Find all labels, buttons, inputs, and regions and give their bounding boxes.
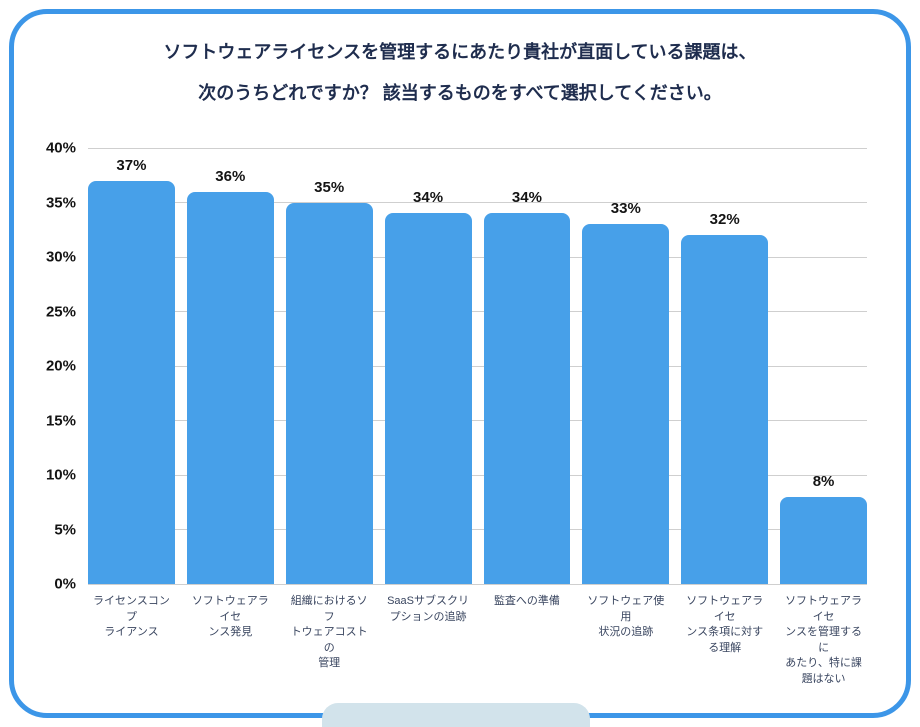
gridline bbox=[88, 147, 867, 149]
y-axis-tick: 25% bbox=[45, 303, 76, 320]
x-axis-label: ソフトウェアライセ ンス条項に対す る理解 bbox=[686, 595, 764, 654]
chart-title: ソフトウェアライセンスを管理するにあたり貴社が直面している課題は、 次のうちどれ… bbox=[40, 32, 880, 114]
y-axis-tick: 0% bbox=[54, 575, 76, 593]
x-axis-label: 組織におけるソフ トウェアコストの 管理 bbox=[290, 595, 368, 670]
x-axis-labels: ライセンスコンプ ライアンス ソフトウェアライセ ンス発見 組織におけるソフ トウェ… bbox=[88, 594, 867, 688]
y-axis-tick: 15% bbox=[45, 412, 76, 429]
bar bbox=[681, 235, 769, 584]
bar bbox=[186, 191, 274, 584]
bars-row: 37% 36% 35% 34% 34% 33% 32% 8% bbox=[88, 148, 867, 584]
y-axis-tick: 10% bbox=[45, 466, 76, 484]
y-axis: 0% 5% 10% 15% 20% 25% 30% 35% 40% bbox=[0, 140, 76, 593]
plot-area: 37% 36% 35% 34% 34% 33% 32% 8% bbox=[88, 147, 867, 585]
bar-slot: 36% bbox=[186, 148, 274, 584]
chart-title-line-1: ソフトウェアライセンスを管理するにあたり貴社が直面している課題は、 bbox=[163, 42, 757, 62]
bar-slot: 34% bbox=[384, 148, 472, 584]
gridline bbox=[88, 474, 867, 476]
y-axis-tick: 20% bbox=[45, 357, 76, 375]
bar-slot: 33% bbox=[582, 148, 670, 584]
bar bbox=[582, 224, 670, 584]
bar-value-label: 35% bbox=[314, 178, 345, 196]
gridline bbox=[88, 529, 867, 530]
bar-slot: 34% bbox=[483, 148, 571, 584]
gridline bbox=[88, 583, 867, 585]
bar-slot: 37% bbox=[88, 148, 175, 584]
x-axis-label: ソフトウェアライセ ンスを管理するに あたり、特に課 題はない bbox=[785, 595, 863, 686]
gridline bbox=[88, 311, 867, 312]
x-axis-label: SaaSサブスクリ プションの追跡 bbox=[387, 595, 470, 623]
gridline bbox=[88, 365, 867, 367]
bar-slot: 35% bbox=[285, 148, 373, 584]
bar-slot: 8% bbox=[780, 148, 867, 584]
bar bbox=[285, 202, 373, 584]
y-axis-tick: 30% bbox=[45, 248, 76, 266]
bar bbox=[384, 213, 472, 584]
x-axis-label: ライセンスコンプ ライアンス bbox=[93, 595, 170, 639]
y-axis-tick: 40% bbox=[45, 139, 76, 157]
gridline bbox=[88, 256, 867, 258]
gridline bbox=[88, 202, 867, 203]
bar bbox=[483, 213, 571, 584]
bar bbox=[780, 496, 867, 584]
bar bbox=[88, 180, 175, 584]
bar-value-label: 34% bbox=[511, 189, 542, 207]
bar-value-label: 34% bbox=[413, 189, 444, 207]
y-axis-tick: 5% bbox=[54, 521, 76, 538]
bar-value-label: 37% bbox=[116, 156, 147, 174]
bar-slot: 32% bbox=[681, 148, 769, 584]
y-axis-tick: 35% bbox=[45, 194, 76, 211]
bar-value-label: 36% bbox=[215, 167, 246, 185]
x-axis-label: ソフトウェアライセ ンス発見 bbox=[191, 595, 269, 639]
bar-value-label: 32% bbox=[709, 211, 740, 229]
bar-value-label: 33% bbox=[610, 200, 641, 218]
x-axis-label: 監査への準備 bbox=[493, 595, 560, 607]
gridline bbox=[88, 420, 867, 421]
x-axis-label: ソフトウェア使用 状況の追跡 bbox=[587, 595, 665, 639]
bar-value-label: 8% bbox=[812, 472, 835, 490]
bottom-tab-decoration bbox=[322, 703, 590, 727]
chart-title-line-2: 次のうちどれですか？ 該当するものをすべて選択してください。 bbox=[198, 83, 722, 103]
